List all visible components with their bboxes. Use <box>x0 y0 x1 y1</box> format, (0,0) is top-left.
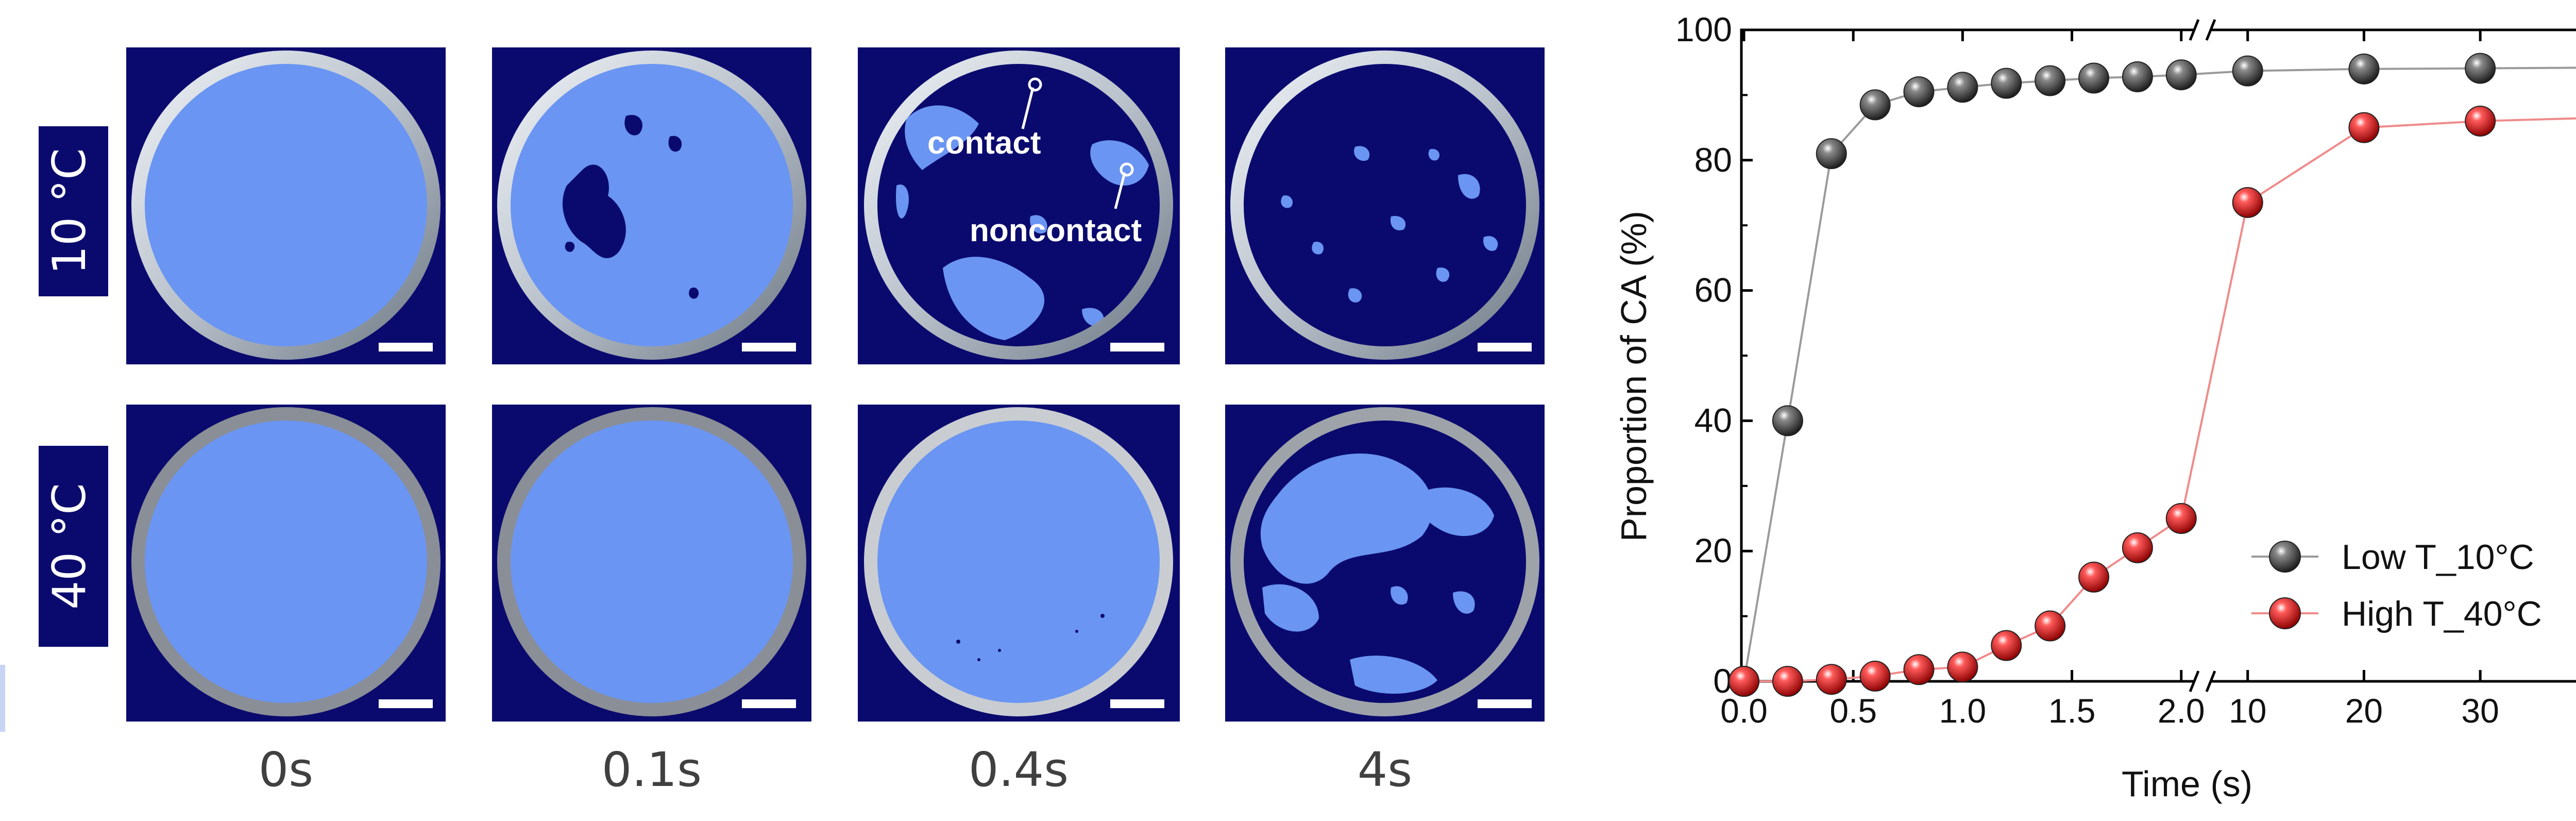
x-tick-label: 2.0 <box>2158 692 2205 730</box>
annotation-noncontact: noncontact <box>970 213 1142 248</box>
axis-break-mark <box>2189 671 2200 692</box>
row-label-box-10c <box>39 126 108 296</box>
y-tick-label: 40 <box>1694 401 1732 439</box>
row-label-box-40c <box>39 446 108 647</box>
tile-10c-0s <box>126 47 446 364</box>
data-point <box>1903 654 1935 685</box>
data-point <box>2035 65 2066 96</box>
data-point <box>1859 89 1891 121</box>
data-point <box>2465 105 2496 137</box>
axis-break-gap-top <box>2193 26 2212 34</box>
tile-40c-0.1s <box>492 405 811 722</box>
data-point <box>2122 532 2153 563</box>
legend-label: High T_40°C <box>2342 594 2542 633</box>
data-point <box>1772 666 1803 697</box>
row-label-40c: 40 °C <box>43 483 96 609</box>
data-point <box>1991 68 2022 99</box>
col-label-0.4s: 0.4s <box>969 742 1069 797</box>
chart-points <box>1728 53 2496 697</box>
col-label-0.1s: 0.1s <box>602 742 702 797</box>
data-point <box>1903 76 1935 108</box>
data-point <box>2078 62 2110 94</box>
data-point <box>1991 630 2022 661</box>
data-point <box>2165 59 2197 91</box>
scale-bar <box>742 699 796 708</box>
data-point <box>2348 112 2380 143</box>
y-axis-label: Proportion of CA (%) <box>1614 211 1654 542</box>
data-point <box>1947 72 1978 103</box>
scale-bar <box>742 343 796 351</box>
axis-break-mark <box>2205 671 2216 692</box>
col-label-0s: 0s <box>259 742 313 797</box>
data-point <box>1859 660 1891 692</box>
data-point <box>1947 651 1978 683</box>
axis-break-gap-bottom <box>2193 677 2212 685</box>
edge-marker <box>0 665 5 732</box>
y-tick-label: 80 <box>1694 141 1732 179</box>
col-label-4s: 4s <box>1358 742 1412 797</box>
data-point <box>1772 405 1803 437</box>
data-point <box>2165 503 2197 534</box>
scale-bar <box>1110 343 1164 351</box>
data-point <box>1816 664 1847 695</box>
legend-marker <box>2269 597 2301 629</box>
data-point <box>2465 53 2496 84</box>
tile-10c-0.4s: contact noncontact <box>858 47 1180 364</box>
tile-10c-0.1s <box>492 47 811 364</box>
scale-bar <box>379 699 433 708</box>
noncontact-callout-marker <box>1120 162 1134 177</box>
data-point <box>2078 561 2110 593</box>
scale-bar <box>1110 699 1164 708</box>
x-tick-label: 10 <box>2229 692 2266 730</box>
x-tick-label: 30 <box>2461 692 2499 730</box>
data-point <box>2035 610 2066 642</box>
tile-40c-0.4s <box>858 405 1180 722</box>
plot-frame <box>1740 28 2576 683</box>
legend-label: Low T_10°C <box>2342 538 2534 577</box>
legend: Low T_10°C High T_40°C <box>2251 538 2542 633</box>
data-point <box>1728 666 1759 697</box>
data-point <box>2348 53 2380 85</box>
tile-10c-4s <box>1225 47 1545 364</box>
tile-40c-4s <box>1225 405 1545 722</box>
tile-40c-0s <box>126 405 446 722</box>
y-tick-label: 100 <box>1675 10 1732 48</box>
data-point <box>2232 187 2263 218</box>
x-tick-label: 1.5 <box>2048 692 2096 730</box>
row-label-10c: 10 °C <box>43 148 96 274</box>
scale-bar <box>379 343 433 351</box>
y-tick-label: 60 <box>1694 271 1732 309</box>
x-tick-label: 20 <box>2345 692 2383 730</box>
noncontact-callout-line <box>1114 172 1126 209</box>
contact-callout-marker <box>1028 77 1042 92</box>
scale-bar <box>1478 699 1532 708</box>
data-point <box>1816 138 1847 170</box>
x-tick-label: 1.0 <box>1939 692 1987 730</box>
axis-break-mark <box>2205 19 2216 41</box>
image-panel: 10 °C 40 °C <box>0 47 1545 797</box>
x-tick-label: 0.5 <box>1829 692 1877 730</box>
series-line <box>1743 66 2576 682</box>
chart-lines <box>1743 66 2576 682</box>
contact-callout-line <box>1021 87 1035 129</box>
x-tick-label: 0.0 <box>1720 692 1768 730</box>
data-point <box>2232 55 2263 87</box>
annotation-contact: contact <box>927 125 1041 161</box>
legend-marker <box>2269 541 2301 573</box>
scale-bar <box>1478 343 1532 351</box>
y-tick-label: 20 <box>1694 531 1732 569</box>
axis-break-mark <box>2189 19 2200 41</box>
data-point <box>2122 61 2153 93</box>
x-axis-label: Time (s) <box>2122 764 2252 804</box>
